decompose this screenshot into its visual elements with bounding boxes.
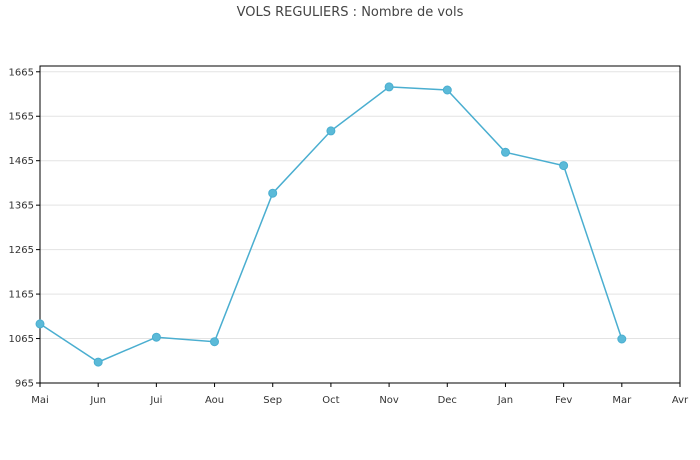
data-point[interactable] (210, 337, 219, 347)
x-tick-label: Mai (31, 395, 49, 406)
data-point[interactable] (93, 357, 103, 367)
x-tick-label: Nov (379, 395, 399, 406)
x-tick-label: Jui (149, 395, 162, 406)
data-point[interactable] (268, 188, 278, 198)
data-point[interactable] (35, 319, 45, 329)
data-point[interactable] (559, 161, 569, 171)
data-point[interactable] (384, 82, 394, 92)
data-point[interactable] (326, 126, 336, 136)
data-point[interactable] (617, 334, 627, 344)
y-tick-label: 1665 (9, 67, 34, 78)
x-tick-label: Mar (612, 395, 632, 406)
y-tick-label: 1165 (9, 290, 34, 301)
y-tick-label: 1265 (9, 245, 34, 256)
x-tick-label: Jan (497, 395, 513, 406)
x-tick-label: Avr (672, 395, 689, 406)
x-axis-ticks: Mai Jun Jui Aou Sep Oct Nov Dec Jan Fev Mar Avr (31, 383, 689, 406)
y-tick-label: 1465 (9, 156, 34, 167)
x-tick-label: Sep (263, 395, 282, 406)
data-point[interactable] (151, 332, 161, 342)
data-point[interactable] (442, 85, 452, 95)
y-tick-label: 1365 (9, 201, 34, 212)
series-layer (35, 82, 627, 367)
y-tick-label: 1565 (9, 112, 34, 123)
x-tick-label: Dec (438, 395, 457, 406)
plot-area-frame (39, 65, 681, 384)
y-tick-label: 1065 (9, 334, 34, 345)
y-axis-ticks: 965 1065 1165 1265 1365 1465 1565 1665 (9, 67, 40, 390)
chart-title: VOLS REGULIERS : Nombre de vols (236, 5, 464, 20)
y-tick-label: 965 (15, 379, 34, 390)
x-tick-label: Aou (205, 395, 224, 406)
x-tick-label: Oct (322, 395, 339, 406)
x-tick-label: Jun (89, 395, 106, 406)
data-point[interactable] (501, 147, 510, 157)
x-tick-label: Fev (555, 395, 572, 406)
